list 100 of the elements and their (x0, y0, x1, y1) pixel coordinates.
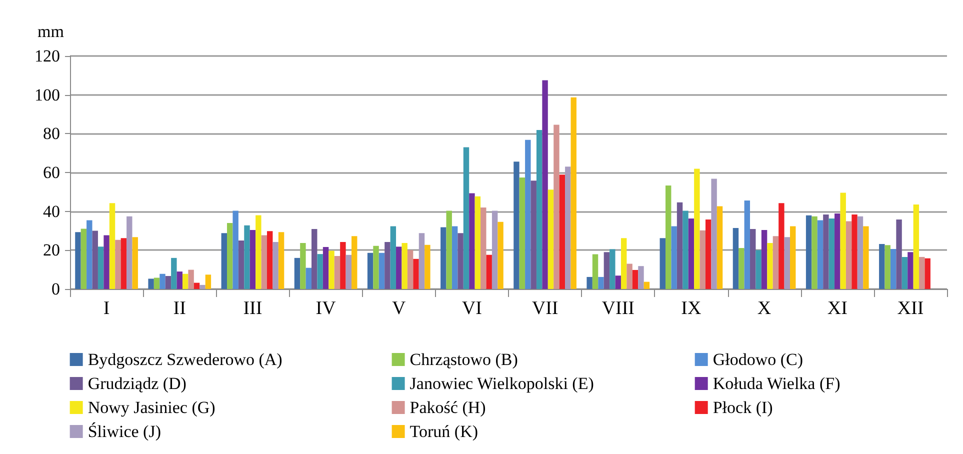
bar (711, 178, 717, 289)
x-tick-label: X (757, 298, 772, 319)
x-tick-label: I (103, 298, 110, 319)
bar (828, 218, 835, 289)
bar (396, 246, 402, 289)
bar (120, 238, 127, 289)
bar (660, 238, 666, 289)
bar (306, 268, 312, 289)
bar (688, 218, 694, 289)
bar (452, 226, 458, 289)
legend-label: Grudziądz (D) (88, 374, 186, 393)
bar (205, 274, 212, 289)
y-tick-label: 100 (34, 85, 60, 104)
bar (492, 210, 498, 289)
bar (317, 254, 323, 289)
bar (750, 229, 756, 289)
y-tick-label: 80 (43, 124, 60, 144)
bar (913, 204, 920, 289)
bar (458, 233, 464, 289)
bar (919, 256, 925, 289)
x-tick-label: III (243, 298, 262, 319)
bar (890, 249, 896, 289)
bar (570, 97, 576, 289)
bar (474, 196, 481, 289)
x-tick-label: XII (897, 298, 924, 319)
bar (407, 250, 414, 289)
bar (232, 210, 238, 289)
legend-label: Toruń (K) (410, 422, 478, 441)
bar (884, 245, 890, 289)
legend-label: Płock (I) (712, 398, 773, 417)
bar (80, 228, 87, 289)
bar (519, 178, 526, 289)
bar (632, 270, 638, 289)
bar (402, 242, 408, 289)
bar (250, 230, 256, 289)
bar (278, 232, 284, 289)
bar (756, 250, 762, 289)
bar (384, 242, 390, 289)
bar (378, 252, 385, 289)
legend-label: Bydgoszcz Szwederowo (A) (88, 350, 282, 369)
bar (182, 274, 188, 289)
bar (772, 236, 779, 289)
bar (340, 242, 346, 289)
y-axis-title: mm (38, 22, 64, 41)
bar (924, 258, 930, 289)
bar (486, 254, 492, 289)
bar (738, 248, 744, 289)
bar (148, 278, 154, 289)
y-tick-label: 20 (43, 240, 60, 260)
bar (413, 258, 419, 289)
bar (902, 256, 908, 289)
bar (767, 242, 773, 289)
bar (559, 174, 566, 289)
x-tick-label: V (392, 298, 406, 319)
bar (598, 276, 604, 289)
bar (256, 215, 262, 289)
bar (440, 227, 446, 289)
bar (480, 207, 486, 289)
bar (778, 203, 784, 289)
bar (823, 214, 829, 289)
bar (171, 258, 177, 289)
bar (525, 140, 531, 289)
bar (626, 264, 632, 289)
bar (846, 221, 852, 289)
legend-label: Chrząstowo (B) (410, 350, 518, 369)
x-tick-label: IV (316, 298, 336, 319)
bar (694, 168, 700, 289)
bar (132, 237, 138, 289)
bar (908, 252, 914, 289)
bar (732, 228, 739, 289)
bar (610, 249, 616, 289)
bar (604, 252, 610, 289)
bar (615, 276, 621, 289)
bar (92, 230, 98, 289)
bar (126, 216, 132, 289)
bar (176, 272, 182, 289)
bar (346, 254, 352, 289)
bar (390, 226, 396, 289)
bar (261, 235, 267, 289)
bar (840, 192, 846, 289)
bar (806, 215, 812, 289)
bar (548, 190, 554, 289)
bar (834, 213, 840, 289)
bar (312, 229, 318, 289)
bar (334, 256, 340, 289)
bar (586, 276, 592, 289)
legend-label: Śliwice (J) (88, 422, 162, 441)
bar (86, 220, 92, 289)
bar (469, 193, 475, 289)
legend-label: Kołuda Wielka (F) (712, 374, 840, 393)
x-tick-label: II (173, 298, 186, 319)
y-tick-label: 0 (52, 280, 60, 298)
bar (812, 216, 818, 289)
bar (671, 226, 677, 289)
bar (790, 226, 796, 289)
x-tick-label: IX (681, 298, 702, 319)
bar (817, 220, 824, 289)
legend-label: Nowy Jasiniec (G) (88, 398, 216, 417)
y-tick-label: 40 (43, 202, 60, 221)
bar (109, 203, 116, 289)
